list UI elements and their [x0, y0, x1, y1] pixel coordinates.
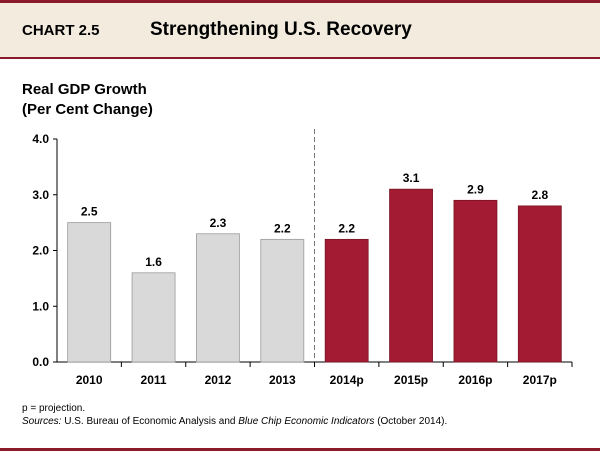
bar-value-label: 2.2 — [274, 221, 291, 235]
chart-number: CHART 2.5 — [22, 22, 100, 39]
y-tick-label: 1.0 — [32, 299, 49, 313]
y-tick-label: 3.0 — [32, 188, 49, 202]
header-separator — [0, 57, 600, 59]
bar-value-label: 3.1 — [403, 171, 420, 185]
bar — [260, 238, 305, 363]
sources-text-1: U.S. Bureau of Economic Analysis and — [61, 416, 239, 427]
projection-note: p = projection. — [22, 403, 86, 414]
x-category-label: 2013 — [269, 373, 296, 387]
y-axis-label-line2: (Per Cent Change) — [22, 101, 153, 118]
x-category-label: 2016p — [458, 373, 492, 387]
bar — [67, 222, 112, 363]
bar — [389, 188, 433, 363]
sources-label: Sources: — [22, 416, 62, 427]
bar — [131, 272, 176, 363]
y-tick-label: 2.0 — [32, 244, 49, 258]
header-band — [0, 3, 600, 57]
bar-value-label: 2.3 — [210, 216, 227, 230]
bar — [453, 199, 498, 363]
bar — [196, 233, 240, 363]
top-rule — [0, 0, 600, 3]
bar — [324, 238, 369, 363]
bar-value-label: 2.5 — [81, 205, 98, 219]
bar-value-label: 2.8 — [531, 188, 548, 202]
bar-value-label: 2.9 — [467, 182, 484, 196]
footnotes: p = projection. Sources: U.S. Bureau of … — [22, 402, 447, 428]
x-category-label: 2017p — [523, 373, 557, 387]
bar-value-label: 2.2 — [338, 221, 355, 235]
chart-title: Strengthening U.S. Recovery — [150, 19, 412, 40]
bar-chart: 0.0 1.0 2.0 3.0 4.0 2.5 2010 1.6 2011 2.3 2012 2.2 2… — [32, 129, 573, 387]
x-category-label: 2015p — [394, 373, 428, 387]
sources-publication: Blue Chip Economic Indicators — [238, 416, 375, 427]
y-tick-label: 0.0 — [32, 355, 49, 369]
x-category-label: 2014p — [330, 373, 364, 387]
bar — [517, 205, 562, 363]
x-category-label: 2010 — [76, 373, 103, 387]
y-tick-label: 4.0 — [32, 132, 49, 146]
x-category-label: 2012 — [205, 373, 232, 387]
sources-text-2: (October 2014). — [374, 416, 448, 427]
bottom-rule — [0, 448, 600, 451]
x-category-label: 2011 — [141, 373, 167, 387]
sources-note: Sources: U.S. Bureau of Economic Analysi… — [22, 415, 447, 428]
y-axis-label-line1: Real GDP Growth — [22, 81, 147, 98]
bar-value-label: 1.6 — [145, 255, 162, 269]
y-axis-label: Real GDP Growth (Per Cent Change) — [22, 80, 153, 120]
